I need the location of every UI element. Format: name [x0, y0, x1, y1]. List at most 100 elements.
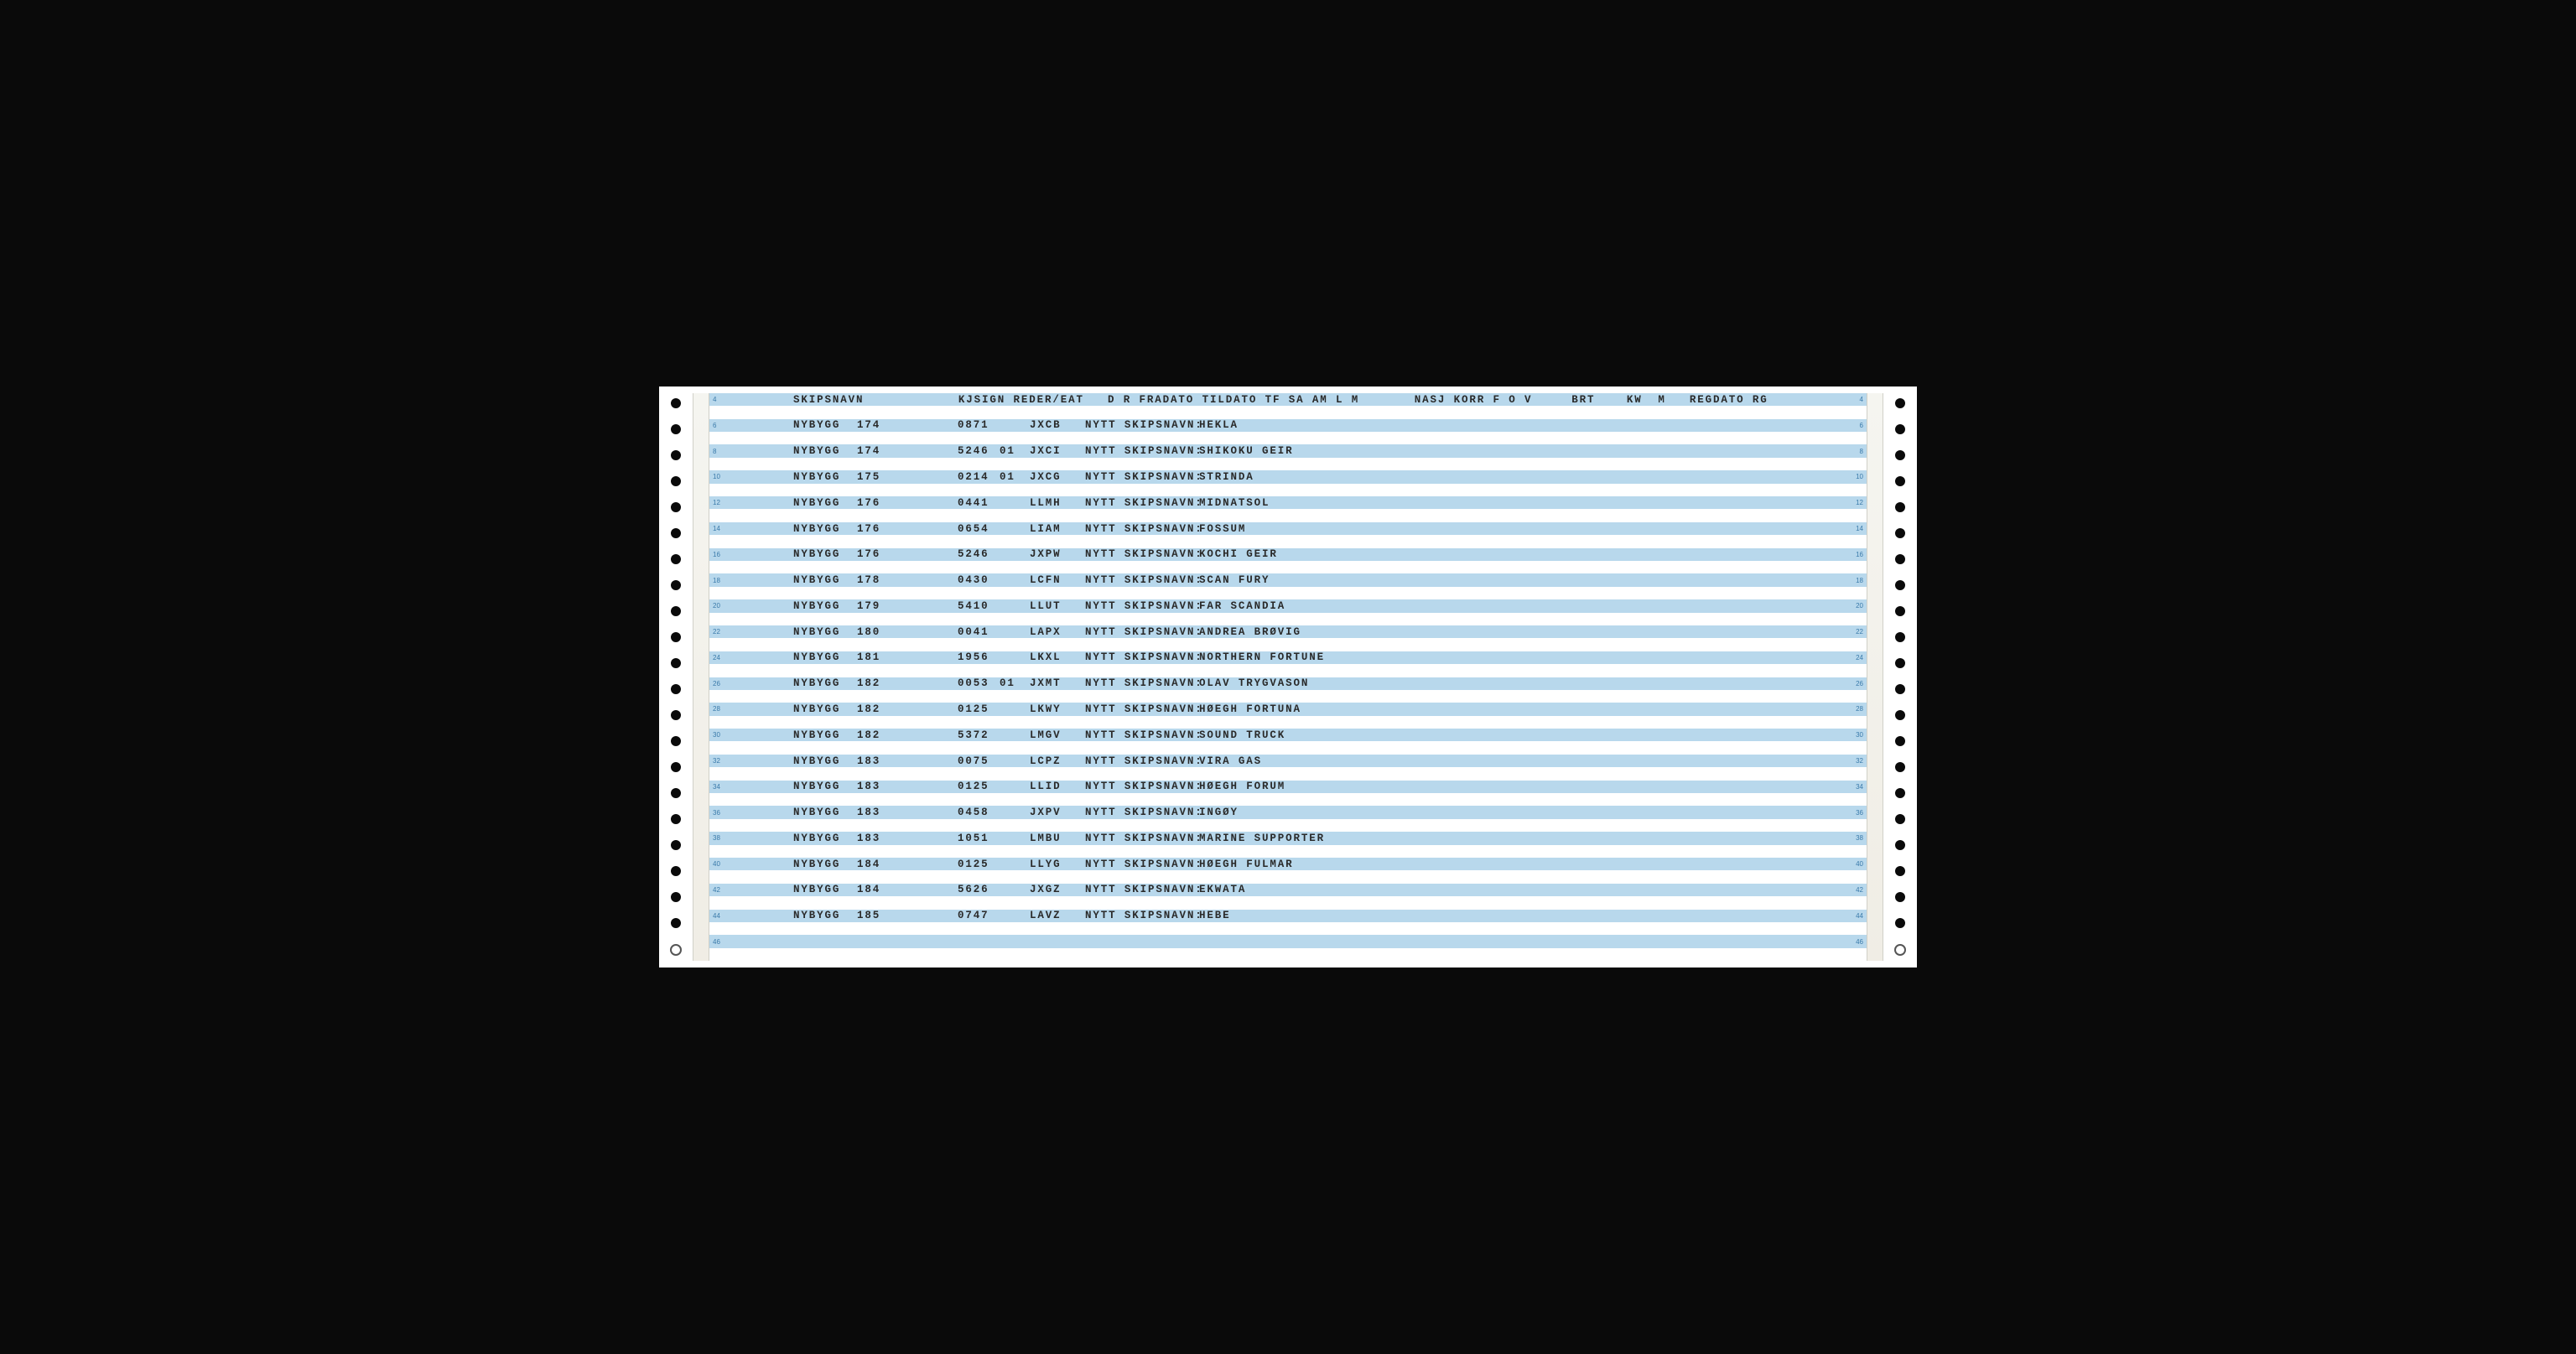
ruler-strip-left: [693, 393, 709, 961]
cell-number: 184: [857, 884, 880, 895]
line-number: 26: [713, 680, 720, 687]
spacer-row: [709, 458, 1867, 470]
cell-sub: 01: [1000, 471, 1015, 483]
cell-skipsnavn: NYBYGG: [793, 910, 840, 921]
cell-skipsnavn: NYBYGG: [793, 497, 840, 509]
cell-code: 0747: [958, 910, 989, 921]
header-columns: SKIPSNAVN KJSIGN REDER/EAT D R FRADATO T…: [793, 394, 1768, 406]
data-row: 42NYBYGG1845626JXGZNYTT SKIPSNAVN:EKWATA…: [709, 884, 1867, 896]
sprocket-hole-icon: [1895, 528, 1905, 538]
cell-newname: MARINE SUPPORTER: [1199, 833, 1325, 844]
cell-number: 182: [857, 677, 880, 689]
data-row: 16NYBYGG1765246JXPWNYTT SKIPSNAVN:KOCHI …: [709, 548, 1867, 561]
cell-label: NYTT SKIPSNAVN:: [1085, 781, 1203, 792]
cell-newname: EKWATA: [1199, 884, 1246, 895]
cell-skipsnavn: NYBYGG: [793, 600, 840, 612]
line-number: 16: [713, 551, 720, 558]
cell-number: 174: [857, 419, 880, 431]
line-number: 34: [713, 783, 720, 791]
cell-skipsnavn: NYBYGG: [793, 755, 840, 767]
cell-sub: 01: [1000, 445, 1015, 457]
sprocket-hole-icon: [671, 710, 681, 720]
line-number: 22: [713, 628, 720, 635]
spacer-row: [709, 587, 1867, 599]
cell-label: NYTT SKIPSNAVN:: [1085, 471, 1203, 483]
cell-skipsnavn: NYBYGG: [793, 781, 840, 792]
line-number: 34: [1856, 783, 1863, 791]
cell-newname: STRINDA: [1199, 471, 1254, 483]
cell-label: NYTT SKIPSNAVN:: [1085, 626, 1203, 638]
cell-kjsign: LAVZ: [1030, 910, 1062, 921]
cell-label: NYTT SKIPSNAVN:: [1085, 574, 1203, 586]
sprocket-hole-icon: [1895, 684, 1905, 694]
cell-code: 5410: [958, 600, 989, 612]
sprocket-hole-icon: [671, 918, 681, 928]
cell-kjsign: LLMH: [1030, 497, 1062, 509]
cell-code: 0075: [958, 755, 989, 767]
line-number: 38: [713, 834, 720, 842]
data-row: 38NYBYGG1831051LMBUNYTT SKIPSNAVN:MARINE…: [709, 832, 1867, 844]
line-number: 32: [713, 757, 720, 765]
line-number: 14: [713, 525, 720, 532]
spacer-row: [709, 948, 1867, 961]
line-number: 4: [713, 396, 716, 403]
line-number: 14: [1856, 525, 1863, 532]
sprocket-hole-icon: [671, 866, 681, 876]
line-number: 30: [713, 731, 720, 739]
cell-newname: ANDREA BRØVIG: [1199, 626, 1301, 638]
line-number: 6: [1860, 422, 1863, 429]
spacer-row: [709, 793, 1867, 806]
sprocket-ring-icon: [1894, 944, 1906, 956]
sprocket-hole-icon: [1895, 424, 1905, 434]
cell-kjsign: LMGV: [1030, 729, 1062, 741]
cell-label: NYTT SKIPSNAVN:: [1085, 729, 1203, 741]
spacer-row: [709, 406, 1867, 418]
sprocket-hole-icon: [1895, 476, 1905, 486]
sprocket-hole-icon: [671, 450, 681, 460]
sprocket-hole-icon: [1895, 814, 1905, 824]
cell-label: NYTT SKIPSNAVN:: [1085, 497, 1203, 509]
cell-number: 183: [857, 807, 880, 818]
data-row: 34NYBYGG1830125LLIDNYTT SKIPSNAVN:HØEGH …: [709, 781, 1867, 793]
cell-skipsnavn: NYBYGG: [793, 859, 840, 870]
cell-newname: SCAN FURY: [1199, 574, 1270, 586]
line-number: 42: [713, 886, 720, 894]
data-row: 40NYBYGG1840125LLYGNYTT SKIPSNAVN:HØEGH …: [709, 858, 1867, 870]
cell-number: 174: [857, 445, 880, 457]
cell-kjsign: LMBU: [1030, 833, 1062, 844]
spacer-row: [709, 535, 1867, 547]
cell-label: NYTT SKIPSNAVN:: [1085, 910, 1203, 921]
cell-skipsnavn: NYBYGG: [793, 548, 840, 560]
sprocket-hole-icon: [1895, 554, 1905, 564]
cell-skipsnavn: NYBYGG: [793, 626, 840, 638]
sprocket-hole-icon: [1895, 918, 1905, 928]
cell-skipsnavn: NYBYGG: [793, 445, 840, 457]
cell-sub: 01: [1000, 677, 1015, 689]
printout-content: 4 SKIPSNAVN KJSIGN REDER/EAT D R FRADATO…: [709, 393, 1867, 961]
cell-kjsign: JXGZ: [1030, 884, 1062, 895]
data-row: 10NYBYGG175021401JXCGNYTT SKIPSNAVN:STRI…: [709, 470, 1867, 483]
line-number: 12: [713, 499, 720, 506]
line-number: 20: [713, 602, 720, 610]
cell-label: NYTT SKIPSNAVN:: [1085, 548, 1203, 560]
cell-number: 182: [857, 703, 880, 715]
cell-label: NYTT SKIPSNAVN:: [1085, 859, 1203, 870]
cell-code: 0125: [958, 703, 989, 715]
cell-kjsign: JXPW: [1030, 548, 1062, 560]
cell-skipsnavn: NYBYGG: [793, 833, 840, 844]
cell-code: 0654: [958, 523, 989, 535]
cell-kjsign: JXCI: [1030, 445, 1062, 457]
data-row: 32NYBYGG1830075LCPZNYTT SKIPSNAVN:VIRA G…: [709, 755, 1867, 767]
line-number: 46: [713, 938, 720, 946]
cell-kjsign: LLUT: [1030, 600, 1062, 612]
line-number: 12: [1856, 499, 1863, 506]
data-row: 14NYBYGG1760654LIAMNYTT SKIPSNAVN:FOSSUM…: [709, 522, 1867, 535]
cell-label: NYTT SKIPSNAVN:: [1085, 703, 1203, 715]
sprocket-hole-icon: [1895, 736, 1905, 746]
sprocket-hole-icon: [671, 736, 681, 746]
sprocket-hole-icon: [671, 398, 681, 408]
cell-number: 184: [857, 859, 880, 870]
cell-skipsnavn: NYBYGG: [793, 807, 840, 818]
spacer-row: [709, 819, 1867, 832]
line-number: 10: [1856, 473, 1863, 480]
